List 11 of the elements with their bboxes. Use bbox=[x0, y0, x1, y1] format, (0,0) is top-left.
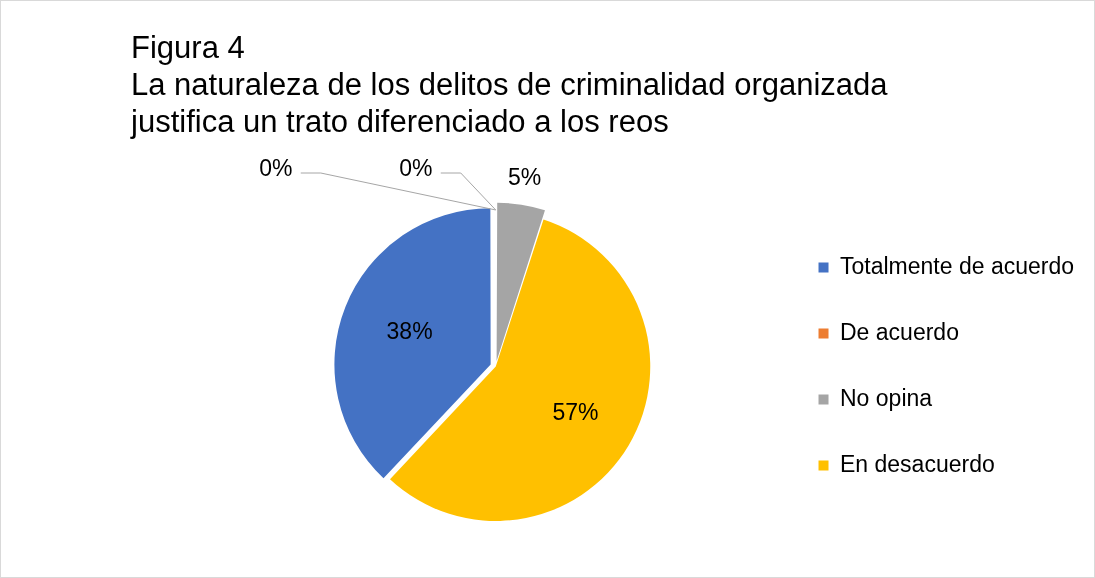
legend-label: No opina bbox=[840, 384, 933, 411]
data-label: 38% bbox=[386, 317, 433, 344]
legend-label: En desacuerdo bbox=[840, 450, 995, 477]
data-label: 5% bbox=[507, 163, 542, 190]
legend-label: De acuerdo bbox=[840, 318, 959, 345]
data-label: 57% bbox=[552, 399, 599, 426]
legend-label: Totalmente de acuerdo bbox=[840, 252, 1075, 279]
chart-subtitle: La naturaleza de los delitos de criminalidad organizada justifica un trato diferenciado a los reos bbox=[131, 66, 889, 140]
chart-title: Figura 4 bbox=[131, 29, 246, 66]
text: 0% bbox=[259, 155, 293, 182]
text: 0% bbox=[399, 155, 433, 182]
